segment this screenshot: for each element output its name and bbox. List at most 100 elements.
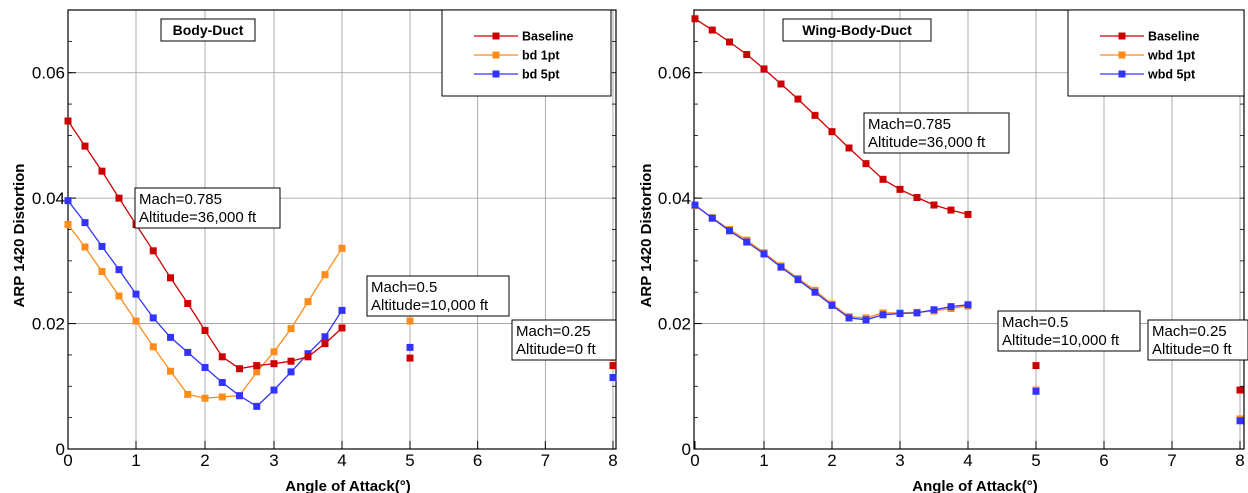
panel-title: Wing-Body-Duct [782, 18, 932, 42]
data-point [691, 201, 699, 209]
x-axis: 0 1 2 3 4 5 6 7 8 [690, 441, 1245, 470]
x-tick-label: 6 [473, 451, 482, 470]
data-point [218, 353, 226, 361]
data-point [253, 362, 261, 370]
data-point [304, 298, 312, 306]
data-point [321, 333, 329, 341]
data-point [760, 250, 768, 258]
legend-marker [1118, 51, 1126, 59]
data-point [115, 292, 123, 300]
annotation-text: Altitude=0 ft [516, 341, 596, 358]
legend-marker [1118, 70, 1126, 78]
annotation-box [366, 275, 510, 317]
data-point [794, 95, 802, 103]
annotation-text: Altitude=0 ft [1152, 341, 1232, 358]
data-point [406, 317, 414, 325]
data-point [862, 160, 870, 168]
legend-label: Baseline [522, 30, 573, 44]
data-point [184, 300, 192, 308]
legend-item: Baseline [1100, 30, 1199, 44]
data-point [253, 368, 261, 376]
data-point [777, 263, 785, 271]
annotation-text: Mach=0.5 [371, 279, 437, 296]
data-point [828, 128, 836, 136]
data-point [726, 227, 733, 235]
annotation-box [511, 319, 617, 361]
panel-title: Body-Duct [160, 18, 256, 42]
x-tick-label: 1 [759, 451, 768, 470]
chart-panel-1: 0 1 2 3 4 5 6 7 8 0 0.02 0.04 0.06 Angle of Attack(°)… [11, 9, 618, 493]
legend-item: bd 5pt [474, 68, 560, 82]
data-point [406, 354, 414, 362]
y-tick-label: 0.04 [658, 189, 691, 208]
data-point [98, 242, 106, 250]
data-point [406, 343, 414, 351]
data-point [287, 357, 295, 365]
x-tick-label: 7 [1167, 451, 1176, 470]
data-point [1236, 386, 1244, 394]
data-point [879, 311, 887, 319]
data-point [691, 15, 699, 23]
data-point [726, 38, 733, 46]
x-tick-label: 7 [541, 451, 550, 470]
x-tick-label: 4 [963, 451, 972, 470]
y-tick-label: 0.04 [32, 189, 65, 208]
data-point [132, 317, 140, 325]
data-point [236, 392, 243, 400]
series-baseline [691, 15, 1244, 394]
data-point [270, 348, 278, 356]
title-text: Wing-Body-Duct [802, 22, 912, 38]
legend-label: wbd 5pt [1147, 68, 1196, 82]
data-point [1032, 387, 1040, 395]
annotation-text: Altitude=36,000 ft [868, 134, 986, 151]
x-tick-label: 8 [608, 451, 617, 470]
y-tick-label: 0.02 [32, 315, 65, 334]
data-point [338, 306, 346, 314]
data-point [270, 360, 278, 368]
annotation-box [997, 310, 1141, 352]
x-tick-label: 3 [895, 451, 904, 470]
chart-panel-2: 0 1 2 3 4 5 6 7 8 0 0.02 0.04 0.06 Angle of Attack(°)… [638, 9, 1248, 493]
y-axis: 0 0.02 0.04 0.06 [32, 64, 76, 459]
data-point [1236, 417, 1244, 425]
x-tick-label: 3 [269, 451, 278, 470]
legend-label: bd 5pt [522, 68, 560, 82]
data-point [777, 80, 785, 88]
legend-marker [1118, 32, 1126, 40]
data-point [896, 185, 904, 193]
series-group [64, 117, 617, 410]
annotation-box [134, 187, 281, 229]
data-point [253, 402, 261, 410]
data-point [964, 210, 972, 218]
x-tick-label: 6 [1099, 451, 1108, 470]
legend-item: wbd 1pt [1100, 49, 1196, 63]
data-point [930, 306, 938, 314]
x-tick-label: 4 [337, 451, 346, 470]
legend-marker [492, 70, 500, 78]
data-point [760, 65, 768, 73]
data-point [862, 316, 870, 324]
data-point [184, 390, 192, 398]
data-point [81, 243, 89, 251]
data-point [149, 343, 157, 351]
data-point [64, 117, 72, 125]
legend-label: wbd 1pt [1147, 49, 1196, 63]
data-point [201, 326, 209, 334]
legend: Baseline bd 1pt bd 5pt [441, 9, 612, 97]
data-point [845, 314, 853, 322]
annotation-text: Mach=0.785 [139, 191, 222, 208]
x-tick-label: 0 [690, 451, 699, 470]
data-point [708, 214, 716, 222]
data-point [708, 26, 716, 34]
annotation-text: Mach=0.785 [868, 116, 951, 133]
legend-item: Baseline [474, 30, 573, 44]
legend-item: bd 1pt [474, 49, 560, 63]
legend-box [441, 9, 612, 97]
title-text: Body-Duct [173, 22, 244, 38]
data-point [930, 201, 938, 209]
data-point [947, 206, 955, 214]
